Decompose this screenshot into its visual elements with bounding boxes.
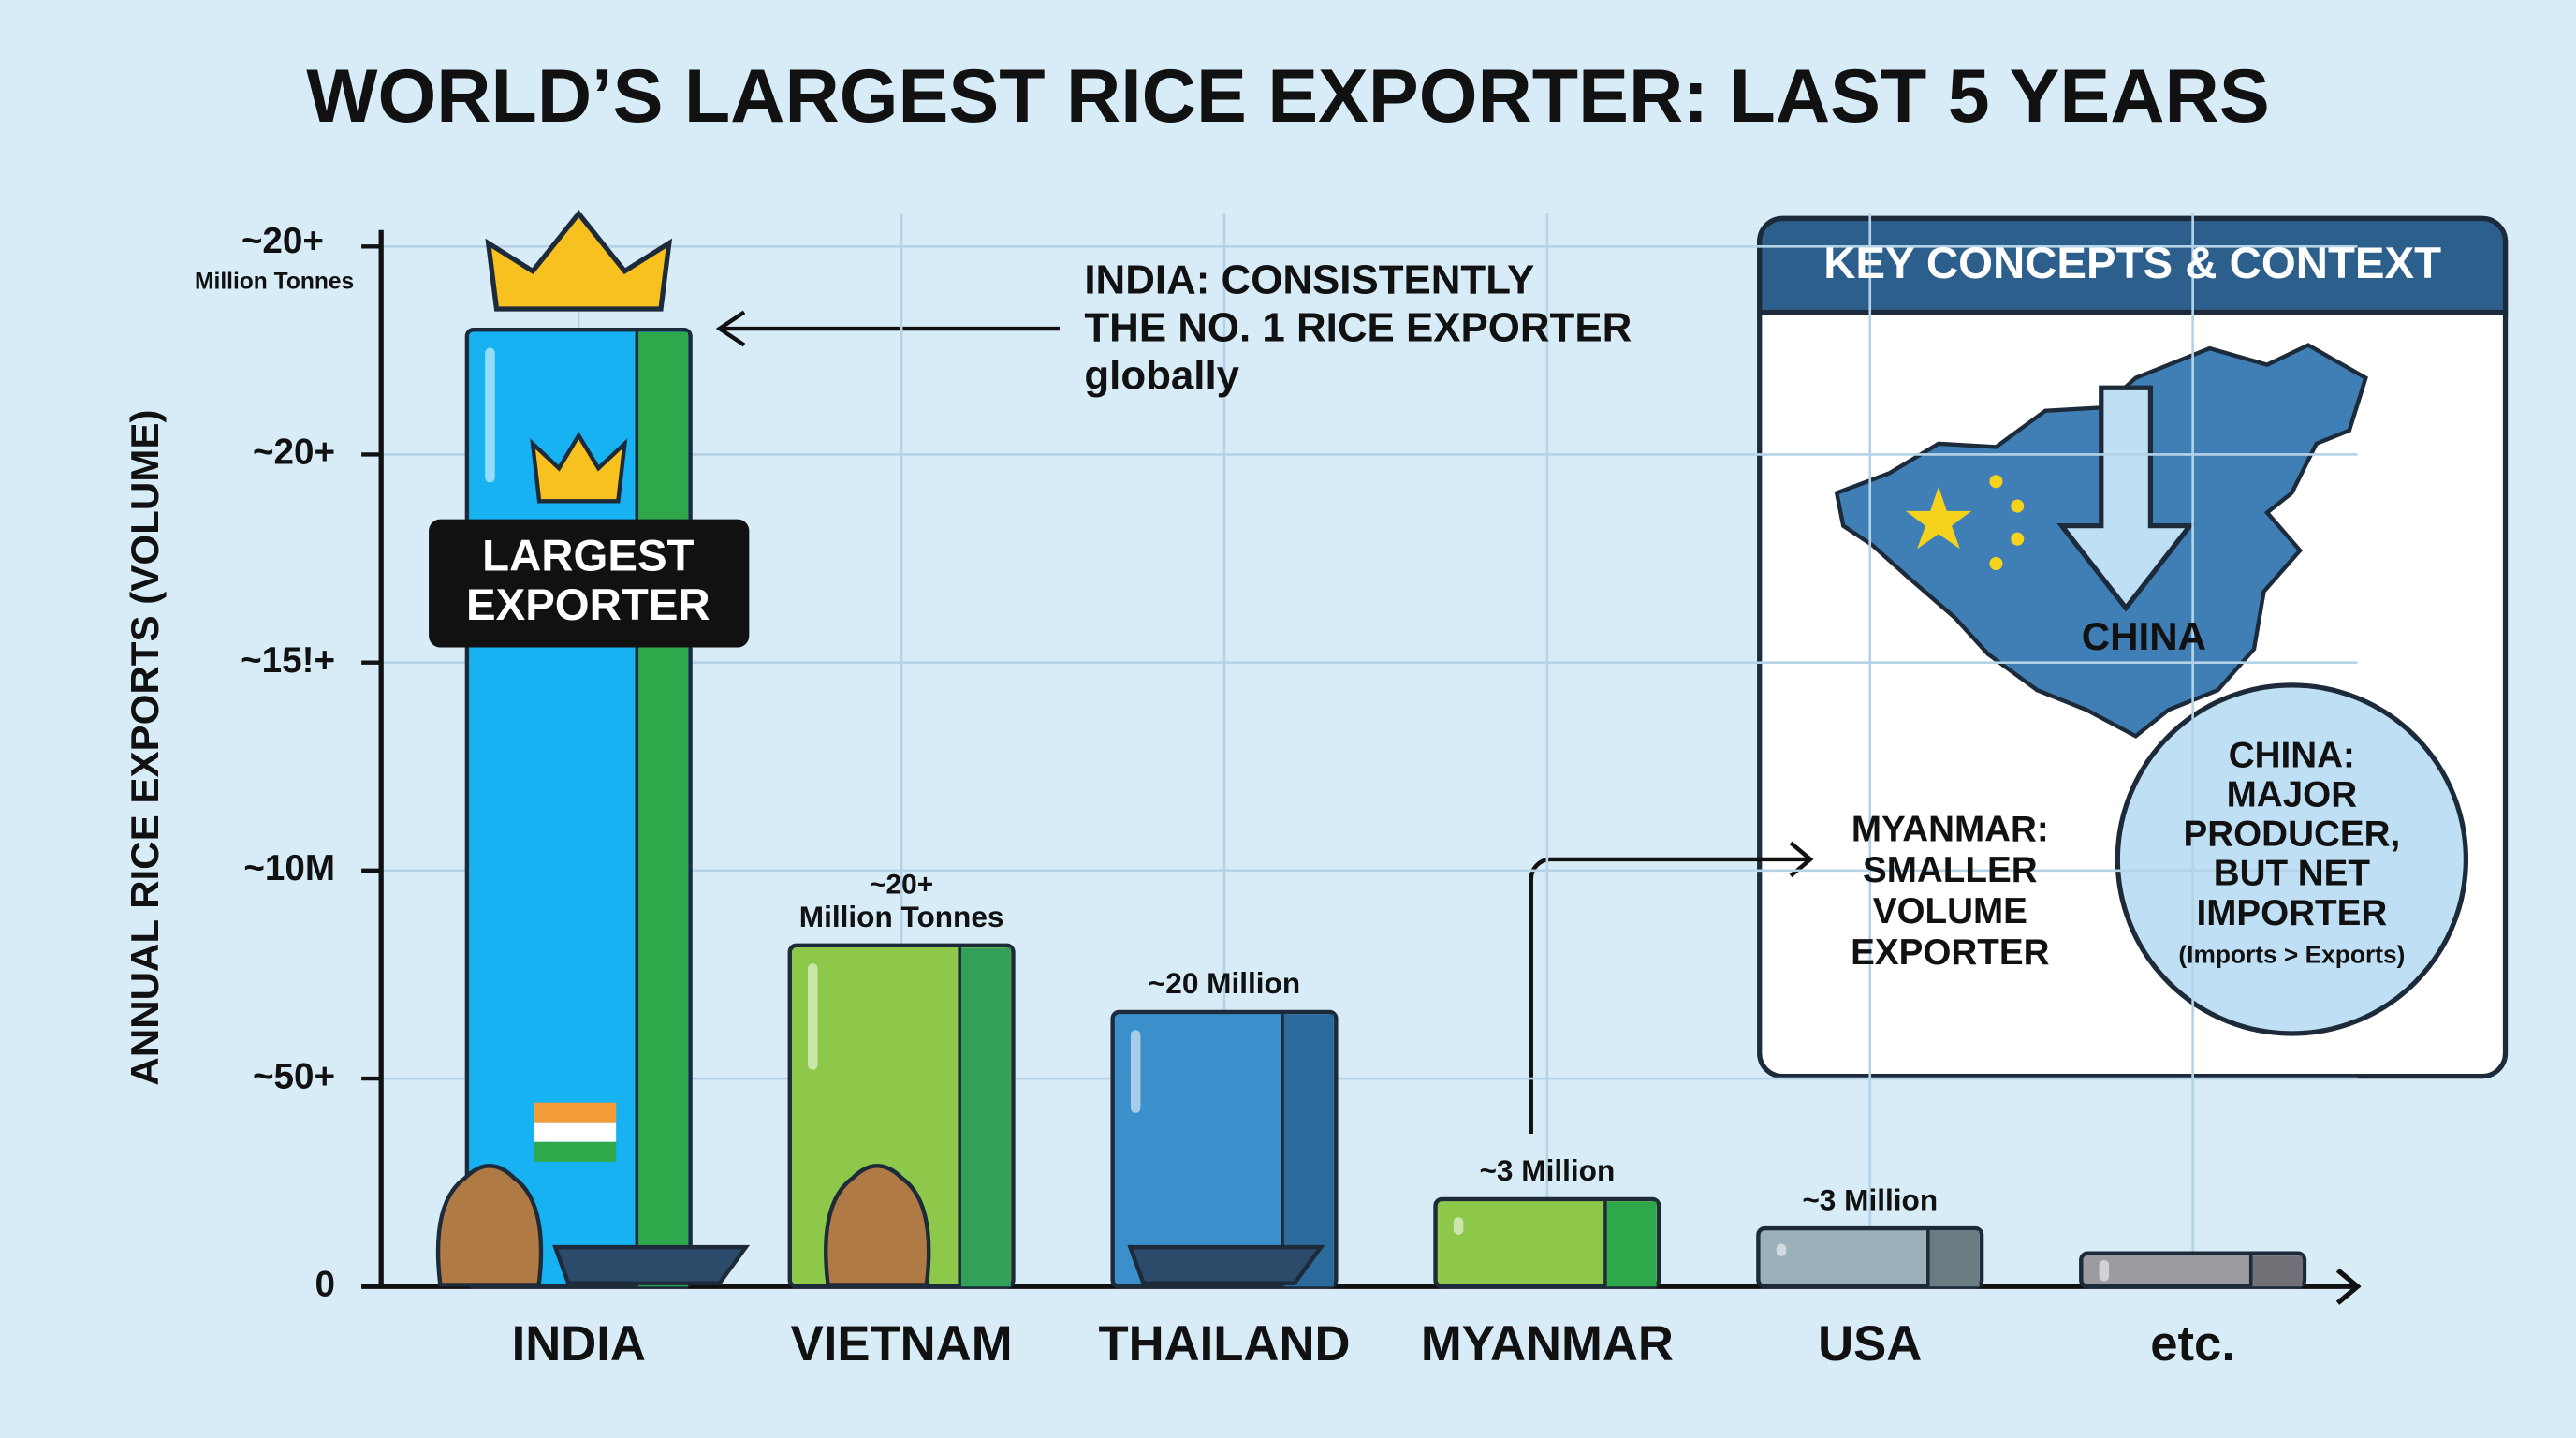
myanmar-note: MYANMAR: <box>1852 809 2049 849</box>
y-tick-label: ~50+ <box>253 1056 335 1096</box>
chart-title: WORLD’S LARGEST RICE EXPORTER: LAST 5 YE… <box>306 54 2269 139</box>
crown <box>485 209 673 312</box>
bar-label: ~3 Million <box>1479 1153 1615 1187</box>
india-note: globally <box>1084 352 1239 398</box>
india-note: INDIA: CONSISTENTLY <box>1084 257 1534 302</box>
bar-label: ~3 Million <box>1802 1182 1938 1216</box>
bar-side <box>2250 1255 2303 1287</box>
bar-side <box>1282 1014 1334 1287</box>
myanmar-note: SMALLER <box>1863 850 2038 890</box>
x-tick-label: etc. <box>2150 1316 2235 1372</box>
bar-side <box>1604 1201 1657 1287</box>
china-note: PRODUCER, <box>2184 814 2401 855</box>
ship <box>552 1244 751 1285</box>
context-box <box>1529 215 2509 1135</box>
flag-white <box>534 1122 617 1142</box>
x-tick-label: USA <box>1818 1316 1922 1372</box>
x-tick-label: INDIA <box>512 1316 646 1372</box>
x-tick-label: MYANMAR <box>1421 1316 1674 1372</box>
china-subnote: (Imports > Exports) <box>2178 940 2405 968</box>
x-tick-label: THAILAND <box>1098 1316 1350 1372</box>
x-axis-arrow <box>2335 1268 2362 1305</box>
bar-side <box>959 947 1011 1287</box>
y-tick-label: 0 <box>315 1264 335 1304</box>
china-note: MAJOR <box>2227 774 2358 814</box>
y-axis-label: ANNUAL RICE EXPORTS (VOLUME) <box>123 410 167 1086</box>
china-note: BUT NET <box>2214 854 2371 894</box>
y-tick-label: ~20+ <box>253 433 335 473</box>
flag-saffron <box>534 1102 617 1123</box>
bar-side <box>1927 1230 1980 1287</box>
star <box>1989 556 2003 571</box>
ship <box>1127 1244 1325 1285</box>
bar <box>1433 1196 1661 1289</box>
y-tick-label: ~20+ <box>242 221 324 261</box>
star <box>1989 475 2003 489</box>
flag-green <box>534 1141 617 1162</box>
context-title: KEY CONCEPTS & CONTEXT <box>1823 239 2441 288</box>
myanmar-note: EXPORTER <box>1851 932 2050 973</box>
arrow-head <box>715 310 746 347</box>
china-note: IMPORTER <box>2196 893 2387 933</box>
bar-label: ~20 Million <box>1149 966 1300 1000</box>
rice-sack <box>824 1164 931 1287</box>
y-tick-sublabel: Million Tonnes <box>195 269 354 294</box>
rice-sack <box>435 1164 544 1287</box>
small-crown <box>530 431 628 504</box>
y-tick-label: ~10M <box>243 848 335 888</box>
china-circle <box>2115 682 2469 1036</box>
bar-side <box>637 331 688 1287</box>
bar <box>1110 1009 1339 1289</box>
myanmar-note: VOLUME <box>1873 891 2027 932</box>
context-header <box>1757 215 2509 315</box>
badge-text: EXPORTER <box>466 580 710 630</box>
china-note: CHINA: <box>2229 735 2355 775</box>
bar <box>1756 1225 1984 1289</box>
down-arrow <box>2056 385 2195 612</box>
india-note: THE NO. 1 RICE EXPORTER <box>1084 304 1632 350</box>
badge-text: LARGEST <box>482 531 694 580</box>
bar <box>2079 1251 2307 1289</box>
connector-arrow <box>1529 857 1808 1135</box>
bar-label: Million Tonnes <box>799 900 1004 933</box>
bar-label: ~20+ <box>870 870 933 901</box>
x-tick-label: VIETNAM <box>791 1316 1013 1372</box>
star <box>2011 499 2025 513</box>
map-label: CHINA <box>2082 614 2206 658</box>
star <box>1905 486 1972 550</box>
badge <box>429 519 750 648</box>
y-tick-label: ~15!+ <box>241 640 335 681</box>
star <box>2011 532 2025 546</box>
